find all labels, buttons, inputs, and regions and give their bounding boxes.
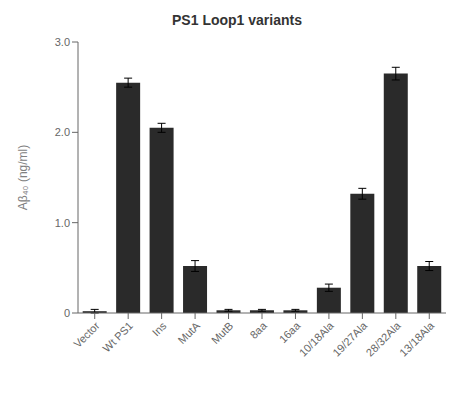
svg-text:2.0: 2.0 [55, 126, 70, 138]
svg-text:0: 0 [64, 307, 70, 319]
svg-text:13/18Ala: 13/18Ala [397, 319, 437, 359]
svg-text:MutB: MutB [209, 319, 236, 346]
svg-text:19/27Ala: 19/27Ala [330, 319, 370, 359]
svg-text:16aa: 16aa [277, 319, 303, 345]
svg-text:8aa: 8aa [247, 319, 269, 341]
svg-text:1.0: 1.0 [55, 217, 70, 229]
svg-text:3.0: 3.0 [55, 36, 70, 48]
svg-text:10/18Ala: 10/18Ala [297, 319, 337, 359]
svg-text:Ins: Ins [150, 319, 169, 338]
svg-text:Aβ₄₀ (ng/ml): Aβ₄₀ (ng/ml) [16, 145, 30, 210]
svg-text:Wt PS1: Wt PS1 [100, 319, 135, 354]
html-text:PS1 Loop1 variants: PS1 Loop1 variants [172, 12, 302, 28]
svg-text:Vector: Vector [71, 319, 102, 350]
svg-text:28/32Ala: 28/32Ala [364, 319, 404, 359]
svg-text:MutA: MutA [175, 319, 202, 346]
